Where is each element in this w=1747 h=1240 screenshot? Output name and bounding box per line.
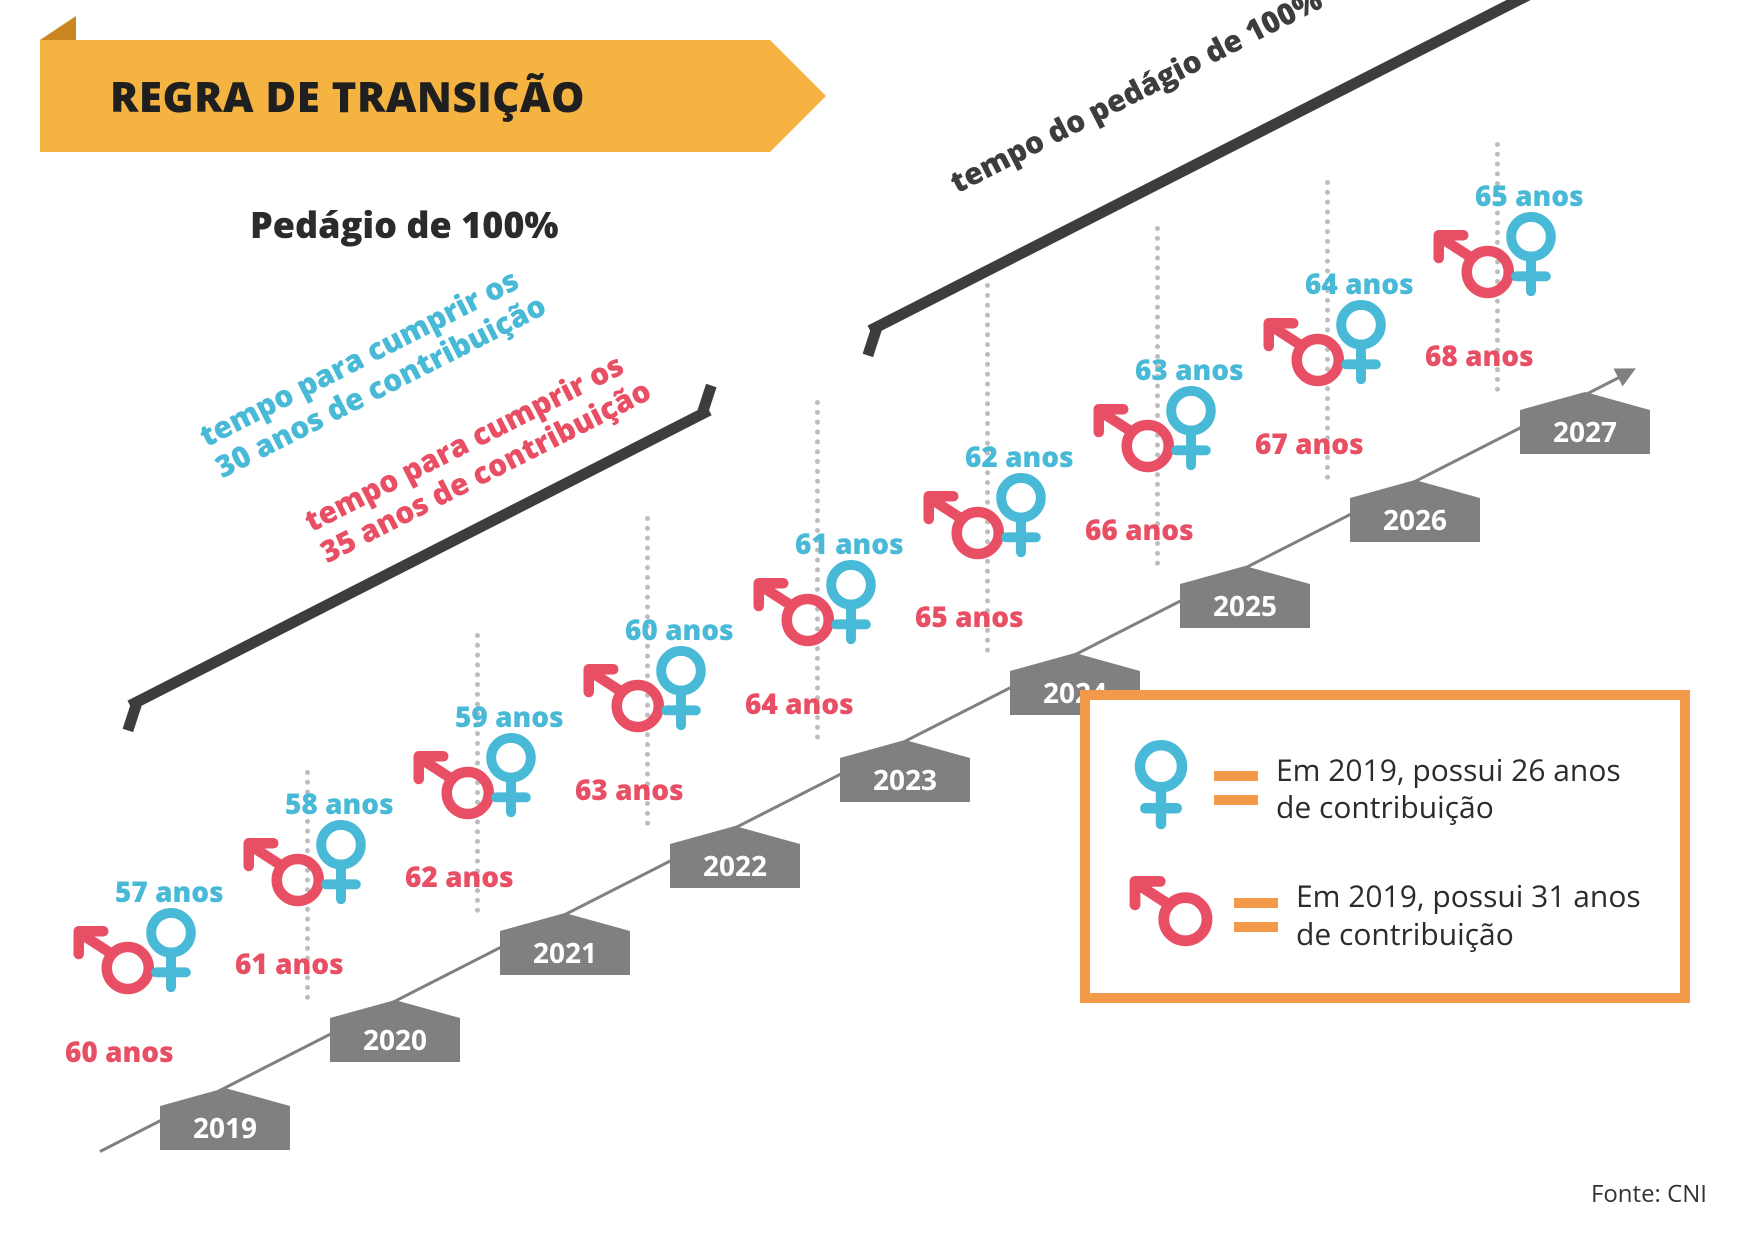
female-icon <box>1126 740 1196 831</box>
gender-pair <box>580 646 730 766</box>
bracket-left-cap-r <box>697 384 717 416</box>
female-age: 65 anos <box>1475 177 1584 215</box>
gender-pair <box>70 908 220 1028</box>
year-flag: 2027 <box>1520 392 1650 454</box>
year-label: 2021 <box>500 931 630 975</box>
gender-pair <box>410 733 560 853</box>
male-age: 60 anos <box>65 1033 174 1071</box>
equals-icon <box>1214 771 1258 805</box>
bracket-right-cap-l <box>863 325 883 357</box>
female-icon <box>648 646 714 732</box>
female-age: 63 anos <box>1135 351 1244 389</box>
female-icon <box>1328 300 1394 386</box>
year-flag: 2023 <box>840 740 970 802</box>
male-icon <box>1126 876 1216 948</box>
year-flag-roof <box>500 913 630 931</box>
ribbon-notch <box>40 16 76 40</box>
male-age: 65 anos <box>915 598 1024 636</box>
year-flag-roof <box>160 1088 290 1106</box>
title-ribbon: REGRA DE TRANSIÇÃO <box>40 40 826 152</box>
male-age: 64 anos <box>745 685 854 723</box>
year-label: 2023 <box>840 758 970 802</box>
legend-box: Em 2019, possui 26 anos de contribuição … <box>1080 690 1690 1003</box>
female-age: 60 anos <box>625 611 734 649</box>
year-label: 2020 <box>330 1018 460 1062</box>
year-flag: 2019 <box>160 1088 290 1150</box>
year-label: 2019 <box>160 1106 290 1150</box>
year-flag: 2022 <box>670 826 800 888</box>
female-icon <box>988 473 1054 559</box>
ribbon-arrow <box>770 40 826 152</box>
source-text: Fonte: CNI <box>1591 1177 1707 1210</box>
female-icon <box>1158 386 1224 472</box>
gender-pair <box>750 560 900 680</box>
year-flag-roof <box>330 1000 460 1018</box>
year-flag: 2026 <box>1350 480 1480 542</box>
male-age: 63 anos <box>575 771 684 809</box>
male-age: 68 anos <box>1425 337 1534 375</box>
female-icon <box>308 820 374 906</box>
gender-pair <box>1090 386 1240 506</box>
legend-female-text: Em 2019, possui 26 anos de contribuição <box>1276 751 1644 826</box>
female-age: 58 anos <box>285 785 394 823</box>
year-flag: 2021 <box>500 913 630 975</box>
year-label: 2027 <box>1520 410 1650 454</box>
year-flag-roof <box>840 740 970 758</box>
subtitle: Pedágio de 100% <box>250 200 559 249</box>
female-icon <box>478 733 544 819</box>
equals-icon <box>1234 898 1278 932</box>
female-age: 61 anos <box>795 525 904 563</box>
male-age: 67 anos <box>1255 425 1364 463</box>
legend-row-male: Em 2019, possui 31 anos de contribuição <box>1126 876 1644 953</box>
year-flag-roof <box>1010 653 1140 671</box>
female-icon <box>1498 212 1564 298</box>
year-flag-roof <box>1180 566 1310 584</box>
female-age: 59 anos <box>455 698 564 736</box>
female-icon <box>138 908 204 994</box>
female-age: 64 anos <box>1305 265 1414 303</box>
year-flag: 2025 <box>1180 566 1310 628</box>
gender-pair <box>1260 300 1410 420</box>
male-age: 66 anos <box>1085 511 1194 549</box>
gender-pair <box>240 820 390 940</box>
male-age: 62 anos <box>405 858 514 896</box>
gender-pair <box>920 473 1070 593</box>
legend-male-text: Em 2019, possui 31 anos de contribuição <box>1296 877 1644 952</box>
year-label: 2025 <box>1180 584 1310 628</box>
male-age: 61 anos <box>235 945 344 983</box>
year-flag-roof <box>1350 480 1480 498</box>
legend-row-female: Em 2019, possui 26 anos de contribuição <box>1126 740 1644 836</box>
year-label: 2026 <box>1350 498 1480 542</box>
title-text: REGRA DE TRANSIÇÃO <box>40 40 770 152</box>
female-age: 57 anos <box>115 873 224 911</box>
bracket-label-right: tempo do pedágio de 100% <box>944 0 1327 199</box>
year-flag-roof <box>1520 392 1650 410</box>
gender-pair <box>1430 212 1580 332</box>
year-flag: 2020 <box>330 1000 460 1062</box>
female-age: 62 anos <box>965 438 1074 476</box>
year-flag-roof <box>670 826 800 844</box>
year-label: 2022 <box>670 844 800 888</box>
bracket-left-cap-l <box>123 700 143 732</box>
female-icon <box>818 560 884 646</box>
